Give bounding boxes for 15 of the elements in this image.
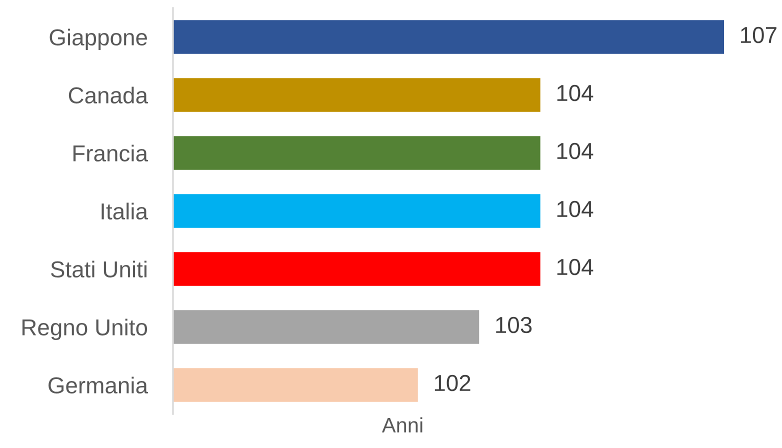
data-label: 107	[741, 26, 776, 44]
y-tick-label: Francia	[73, 144, 148, 162]
data-label: 104	[557, 84, 594, 102]
x-axis-title: Anni	[382, 417, 422, 432]
y-tick-label: Germania	[48, 376, 148, 394]
data-label: 104	[557, 200, 594, 218]
y-tick-label: Stati Uniti	[50, 260, 146, 278]
data-label: 104	[557, 142, 594, 160]
data-label: 104	[557, 258, 594, 276]
y-tick-label: Giappone	[50, 28, 147, 50]
y-tick-label: Italia	[102, 202, 148, 220]
data-label: 102	[434, 374, 470, 392]
y-tick-label: Canada	[68, 86, 148, 104]
data-label: 103	[496, 316, 532, 334]
y-tick-label: Regno Unito	[22, 318, 148, 340]
